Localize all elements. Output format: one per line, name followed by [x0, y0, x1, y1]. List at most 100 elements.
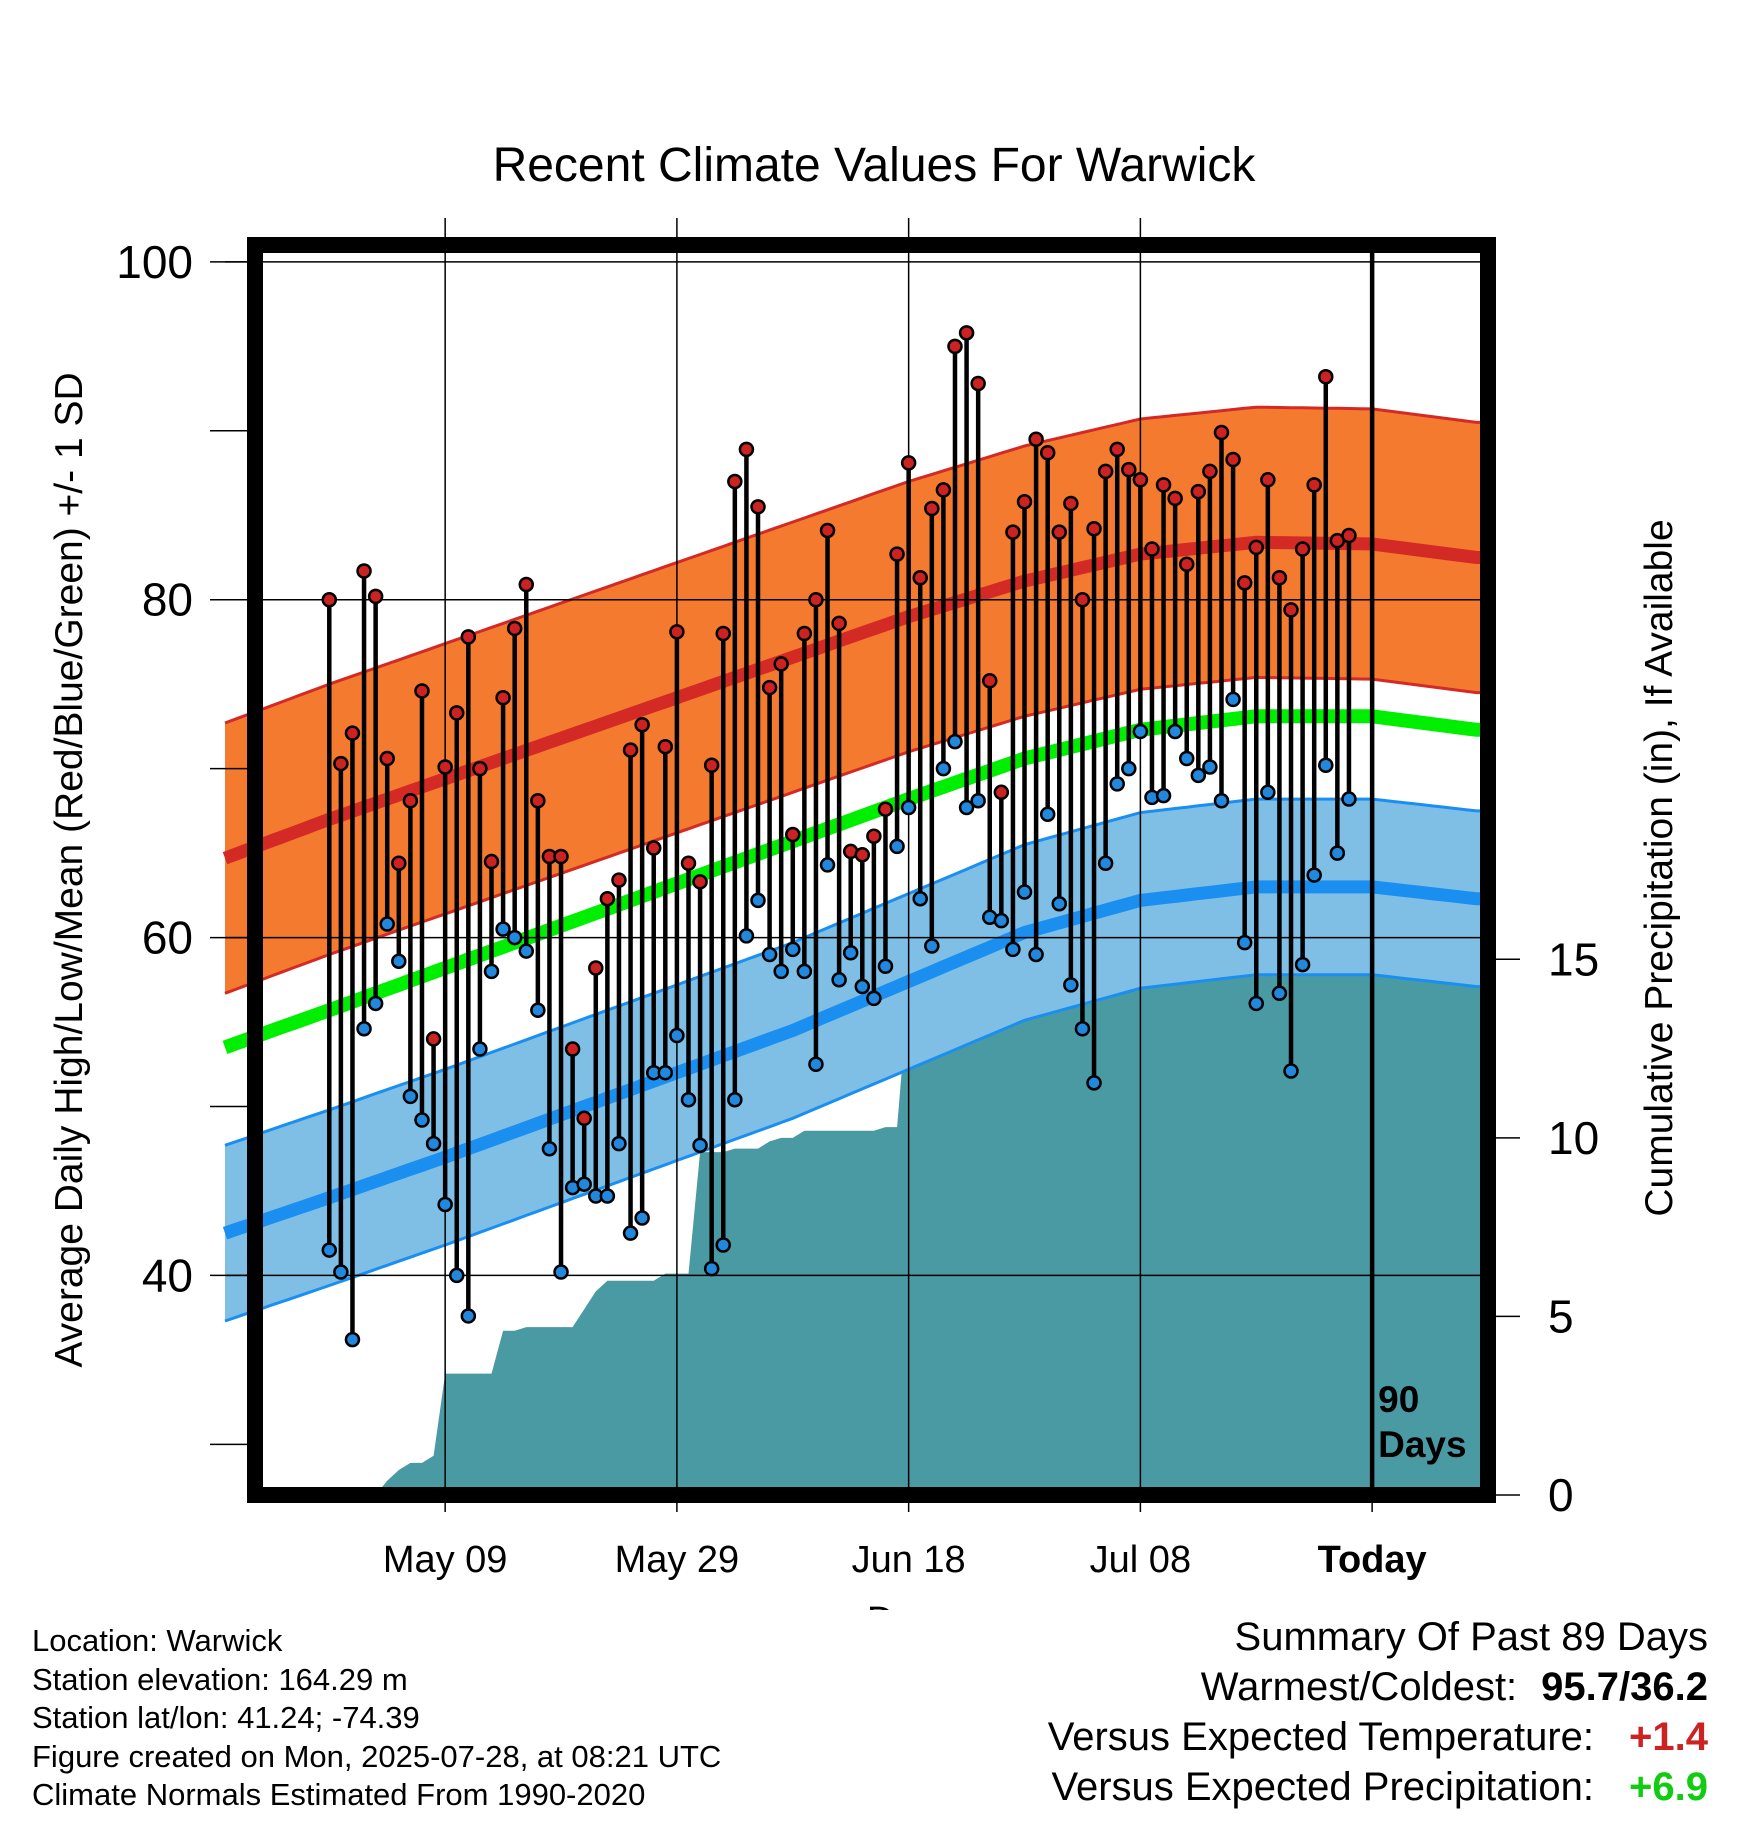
daily-low-point: [727, 1091, 743, 1108]
precip-departure-row: Versus Expected Precipitation: +6.9: [1048, 1762, 1708, 1812]
daily-low-point: [692, 1137, 708, 1154]
created-text: Figure created on Mon, 2025-07-28, at 08…: [32, 1738, 722, 1774]
chart-title: Recent Climate Values For Warwick: [492, 139, 1256, 192]
daily-high-point: [808, 591, 824, 608]
daily-high-point: [993, 784, 1010, 801]
normals-text: Climate Normals Estimated From 1990-2020: [32, 1777, 646, 1812]
warmest-coldest-row: Warmest/Coldest: 95.7/36.2: [1048, 1662, 1708, 1712]
daily-high-point: [738, 441, 755, 458]
location-text: Location: Warwick: [32, 1623, 283, 1658]
daily-low-point: [970, 792, 986, 809]
daily-high-point: [460, 629, 477, 645]
daily-low-point: [611, 1135, 627, 1152]
daily-high-point: [889, 546, 905, 562]
warmest-coldest-value: 95.7/36.2: [1541, 1665, 1708, 1709]
daily-low-point: [1016, 884, 1033, 900]
daily-high-point: [611, 872, 627, 888]
daily-low-point: [1155, 787, 1172, 804]
daily-high-point: [483, 853, 500, 870]
daily-high-point: [1051, 524, 1068, 540]
y2-tick-label: 15: [1548, 933, 1599, 985]
daily-high-point: [669, 624, 685, 640]
daily-low-point: [924, 938, 940, 954]
daily-high-point: [553, 848, 569, 865]
daily-low-point: [1329, 845, 1346, 861]
daily-low-point: [854, 978, 871, 995]
daily-low-point: [518, 943, 535, 959]
daily-high-point: [773, 656, 789, 672]
daily-high-point: [947, 338, 963, 355]
daily-low-point: [1283, 1063, 1299, 1079]
daily-high-point: [391, 855, 407, 871]
daily-low-point: [1051, 896, 1068, 912]
daily-low-point: [1028, 946, 1044, 963]
daily-low-point: [715, 1237, 731, 1253]
precip-departure-label: Versus Expected Precipitation:: [1051, 1765, 1594, 1809]
daily-high-point: [680, 855, 697, 871]
daily-low-point: [993, 912, 1010, 929]
precip-departure-value: +6.9: [1629, 1765, 1708, 1809]
daily-high-point: [912, 570, 928, 586]
station-info: Location: Warwick Station elevation: 164…: [32, 1622, 721, 1815]
daily-high-point: [1005, 524, 1021, 540]
daily-high-point: [425, 1031, 442, 1047]
daily-high-point: [1318, 369, 1334, 385]
daily-high-point: [1271, 570, 1288, 586]
daily-high-point: [367, 588, 384, 605]
daily-low-point: [1005, 941, 1021, 958]
temp-departure-value: +1.4: [1629, 1715, 1708, 1759]
daily-high-point: [703, 757, 720, 774]
daily-high-point: [924, 500, 940, 517]
x-tick-label: May 09: [383, 1539, 508, 1581]
daily-low-point: [1086, 1075, 1102, 1091]
daily-low-point: [483, 963, 500, 980]
daily-low-point: [321, 1242, 338, 1258]
daily-low-point: [1167, 723, 1183, 740]
daily-low-point: [414, 1112, 430, 1128]
summary-panel: Summary Of Past 89 Days Warmest/Coldest:…: [1048, 1612, 1708, 1812]
daily-low-point: [1039, 806, 1056, 823]
daily-high-point: [877, 801, 894, 817]
daily-high-point: [854, 847, 871, 863]
daily-high-point: [1086, 521, 1102, 537]
daily-high-point: [472, 760, 488, 777]
daily-low-point: [900, 799, 917, 816]
daily-low-point: [819, 857, 836, 873]
daily-low-point: [495, 921, 511, 937]
y-tick-label: 100: [116, 236, 193, 288]
daily-low-point: [1248, 995, 1265, 1012]
daily-high-point: [657, 738, 674, 755]
daily-low-point: [680, 1091, 697, 1108]
daily-low-point: [912, 890, 928, 907]
daily-high-point: [982, 673, 998, 689]
daily-low-point: [738, 928, 755, 944]
daily-low-point: [576, 1176, 592, 1192]
daily-low-point: [1097, 855, 1114, 871]
daily-high-point: [599, 890, 616, 907]
daily-low-point: [785, 941, 801, 958]
daily-low-point: [889, 838, 905, 855]
daily-high-point: [576, 1110, 592, 1127]
daily-high-point: [414, 683, 430, 699]
daily-low-point: [437, 1196, 453, 1213]
daily-low-point: [599, 1188, 616, 1204]
daily-high-point: [495, 689, 511, 706]
daily-low-point: [773, 963, 789, 980]
y-tick-label: 40: [142, 1249, 193, 1301]
daily-high-point: [1167, 490, 1183, 507]
daily-low-point: [1132, 723, 1149, 740]
daily-high-point: [750, 499, 766, 515]
y2-tick-label: 10: [1548, 1112, 1599, 1164]
daily-low-point: [1213, 792, 1230, 809]
daily-high-point: [437, 759, 453, 775]
daily-low-point: [657, 1064, 674, 1081]
daily-high-point: [506, 620, 523, 637]
daily-high-point: [1283, 602, 1299, 618]
summary-heading: Summary Of Past 89 Days: [1234, 1615, 1708, 1659]
daily-low-point: [1109, 776, 1125, 792]
daily-high-point: [866, 828, 882, 844]
daily-low-point: [506, 929, 523, 946]
daily-low-point: [1271, 985, 1288, 1002]
daily-low-point: [877, 958, 894, 975]
